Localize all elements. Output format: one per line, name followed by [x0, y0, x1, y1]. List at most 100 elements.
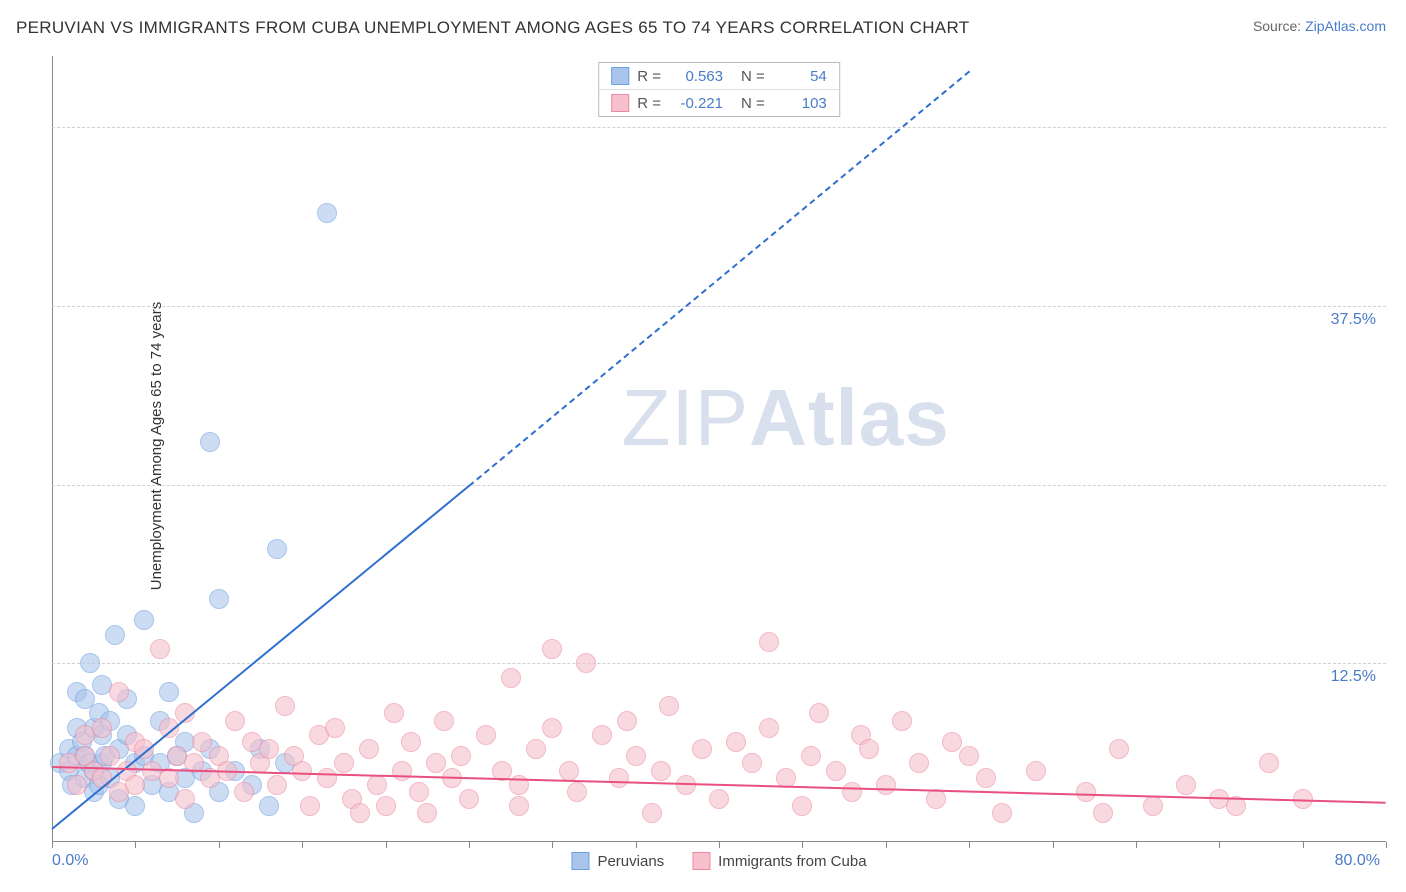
x-tick-label-max: 80.0% — [1335, 852, 1380, 870]
source-link[interactable]: ZipAtlas.com — [1305, 18, 1386, 34]
source-attribution: Source: ZipAtlas.com — [1253, 18, 1386, 34]
data-point — [267, 539, 287, 559]
data-point — [1176, 775, 1196, 795]
data-point — [259, 739, 279, 759]
data-point — [709, 789, 729, 809]
watermark-bold: Atlas — [749, 373, 950, 462]
data-point — [234, 782, 254, 802]
data-point — [501, 668, 521, 688]
data-point — [617, 711, 637, 731]
legend-swatch — [571, 852, 589, 870]
data-point — [859, 739, 879, 759]
data-point — [134, 610, 154, 630]
legend-item: Peruvians — [571, 852, 664, 870]
data-point — [175, 789, 195, 809]
x-tick — [1386, 842, 1387, 848]
data-point — [542, 718, 562, 738]
data-point — [459, 789, 479, 809]
x-tick — [135, 842, 136, 848]
data-point — [259, 796, 279, 816]
x-tick — [1053, 842, 1054, 848]
chart-title: PERUVIAN VS IMMIGRANTS FROM CUBA UNEMPLO… — [16, 18, 969, 38]
data-point — [892, 711, 912, 731]
data-point — [926, 789, 946, 809]
x-tick — [802, 842, 803, 848]
data-point — [909, 753, 929, 773]
data-point — [959, 746, 979, 766]
stat-r-label: R = — [637, 95, 661, 112]
x-tick — [302, 842, 303, 848]
data-point — [192, 732, 212, 752]
data-point — [876, 775, 896, 795]
data-point — [125, 796, 145, 816]
x-tick — [1303, 842, 1304, 848]
data-point — [1259, 753, 1279, 773]
data-point — [759, 632, 779, 652]
data-point — [592, 725, 612, 745]
x-tick — [469, 842, 470, 848]
data-point — [275, 696, 295, 716]
data-point — [942, 732, 962, 752]
x-tick — [719, 842, 720, 848]
stat-n-value: 54 — [773, 68, 827, 85]
data-point — [526, 739, 546, 759]
legend-item: Immigrants from Cuba — [692, 852, 866, 870]
x-tick-label-min: 0.0% — [52, 852, 88, 870]
plot-area: ZIPAtlas 0.0% 80.0% 12.5%37.5%R =0.563N … — [52, 56, 1386, 842]
data-point — [350, 803, 370, 823]
data-point — [976, 768, 996, 788]
data-point — [409, 782, 429, 802]
data-point — [451, 746, 471, 766]
trend-line-extension — [468, 71, 970, 487]
data-point — [384, 703, 404, 723]
data-point — [801, 746, 821, 766]
data-point — [542, 639, 562, 659]
data-point — [300, 796, 320, 816]
legend-swatch — [611, 67, 629, 85]
data-point — [100, 746, 120, 766]
data-point — [1076, 782, 1096, 802]
source-prefix: Source: — [1253, 18, 1305, 34]
data-point — [67, 775, 87, 795]
data-point — [401, 732, 421, 752]
x-tick — [386, 842, 387, 848]
stat-n-value: 103 — [773, 95, 827, 112]
data-point — [367, 775, 387, 795]
data-point — [92, 718, 112, 738]
data-point — [1143, 796, 1163, 816]
data-point — [576, 653, 596, 673]
x-tick — [969, 842, 970, 848]
data-point — [826, 761, 846, 781]
data-point — [626, 746, 646, 766]
data-point — [292, 761, 312, 781]
data-point — [659, 696, 679, 716]
stat-r-value: 0.563 — [669, 68, 723, 85]
data-point — [992, 803, 1012, 823]
stat-n-label: N = — [741, 95, 765, 112]
x-tick — [1219, 842, 1220, 848]
legend-swatch — [611, 94, 629, 112]
data-point — [150, 639, 170, 659]
data-point — [759, 718, 779, 738]
data-point — [742, 753, 762, 773]
stat-r-value: -0.221 — [669, 95, 723, 112]
y-axis-line — [52, 56, 53, 842]
gridline — [52, 306, 1386, 307]
data-point — [80, 653, 100, 673]
legend: Peruvians Immigrants from Cuba — [571, 852, 866, 870]
data-point — [1093, 803, 1113, 823]
x-tick — [52, 842, 53, 848]
data-point — [792, 796, 812, 816]
data-point — [692, 739, 712, 759]
x-tick — [219, 842, 220, 848]
data-point — [359, 739, 379, 759]
legend-swatch — [692, 852, 710, 870]
stats-row: R =0.563N =54 — [599, 63, 839, 89]
data-point — [92, 768, 112, 788]
watermark-light: ZIP — [622, 373, 749, 462]
stats-row: R = -0.221 N = 103 — [599, 89, 839, 116]
data-point — [651, 761, 671, 781]
data-point — [125, 775, 145, 795]
data-point — [334, 753, 354, 773]
data-point — [559, 761, 579, 781]
